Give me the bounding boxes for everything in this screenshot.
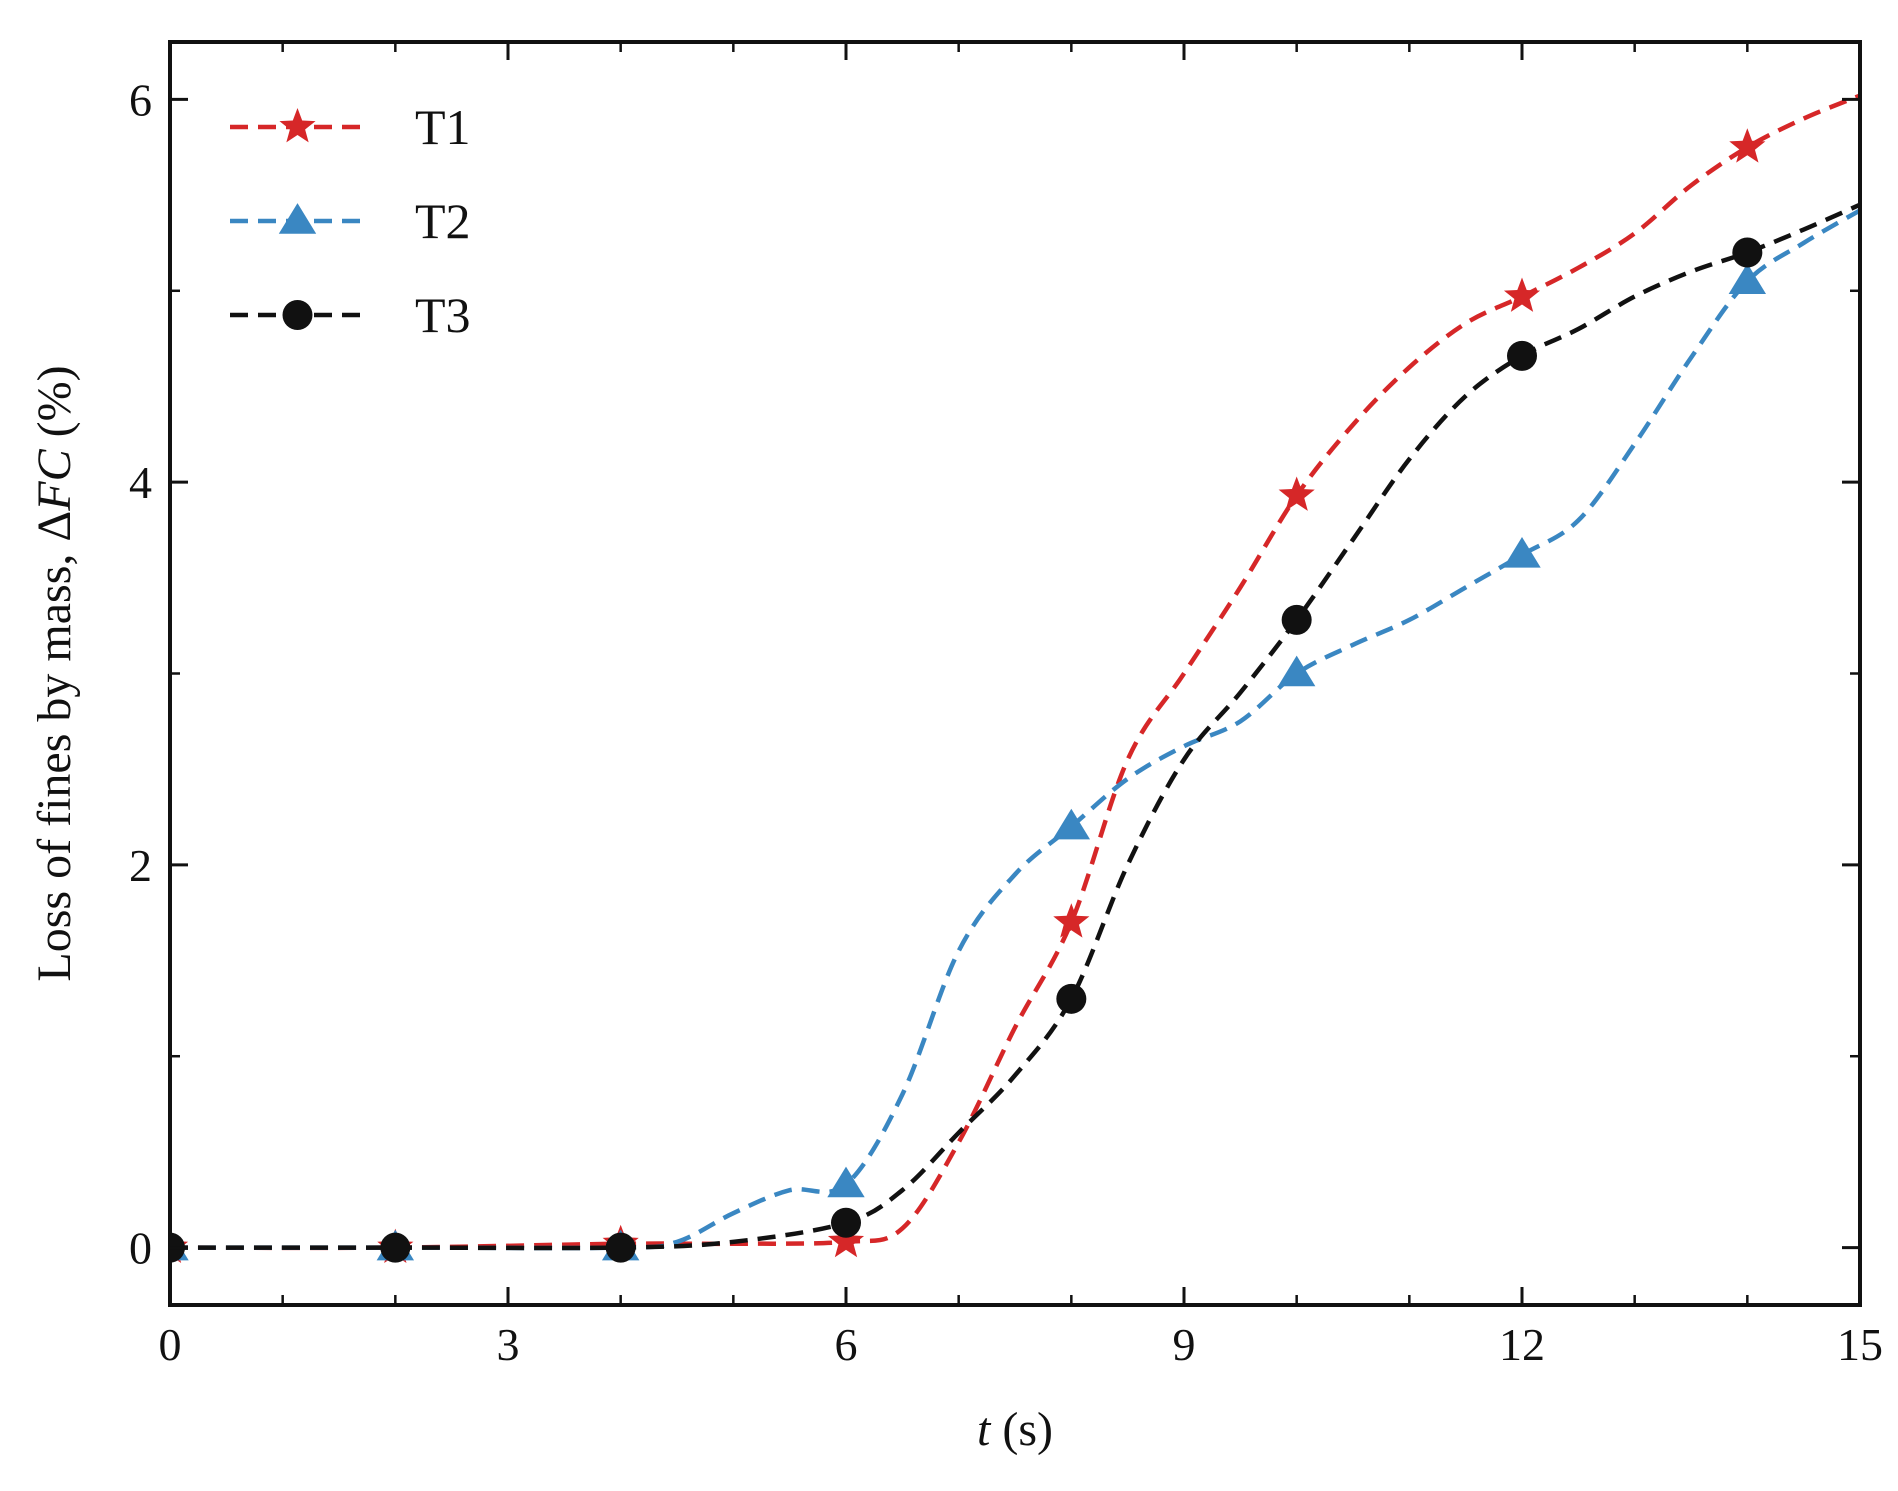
point-t1-7 [1729,128,1766,163]
point-t2-4 [1052,808,1091,840]
legend: T1 T2 T3 [230,99,471,343]
point-t1-5 [1278,476,1315,511]
point-t2-7 [1728,263,1767,294]
y-tick-label-3: 6 [129,74,152,125]
point-t3-6 [1507,340,1537,371]
point-t1-3 [827,1222,865,1258]
x-tick-label-3: 9 [1173,1319,1196,1370]
legend-marker-t3 [282,300,313,330]
point-t3-7 [1732,237,1763,268]
series-line-t3 [170,202,1860,1251]
x-axis-label: t (s) [977,1403,1053,1456]
legend-label-t2: T2 [415,193,471,249]
x-tick-label-2: 6 [835,1319,858,1370]
legend-marker-t1 [279,108,316,143]
point-t3-1 [380,1232,411,1263]
series-layer [170,93,1860,1263]
x-tick-label-5: 15 [1837,1319,1883,1370]
series-t3 [170,202,1860,1263]
x-tick-label-4: 12 [1499,1319,1545,1370]
series-t2 [170,208,1860,1261]
point-t1-4 [1053,903,1090,938]
y-axis-label-text: Loss of fines by mass, [28,542,81,982]
series-t1 [170,93,1860,1263]
point-t3-2 [605,1232,636,1263]
y-tick-label-2: 4 [129,457,152,508]
x-tick-label-0: 0 [159,1319,182,1370]
y-axis-label-var: FC [28,448,81,511]
point-t3-3 [831,1207,861,1238]
point-t3-4 [1056,983,1087,1014]
y-axis-label-unit: (%) [28,365,81,449]
point-t2-6 [1503,537,1541,568]
point-t1-6 [1503,277,1541,312]
axis-labels: t (s) Loss of fines by mass, ΔFC (%) [28,365,1053,1456]
y-axis-label: Loss of fines by mass, ΔFC (%) [28,365,81,981]
legend-label-t3: T3 [415,287,471,343]
x-tick-label-1: 3 [497,1319,520,1370]
y-tick-label-1: 2 [129,840,152,891]
x-axis-label-unit: (s) [990,1403,1053,1456]
legend-marker-t2 [278,203,317,234]
axes-layer: 0 3 6 9 12 15 0 2 4 6 [129,40,1883,1370]
point-t2-5 [1277,655,1316,687]
point-t2-3 [827,1166,865,1198]
series-line-t2 [170,208,1860,1251]
y-tick-label-0: 0 [129,1223,152,1274]
x-axis-label-var: t [977,1403,992,1456]
point-t3-5 [1281,604,1312,635]
legend-label-t1: T1 [415,99,471,155]
y-axis-label-delta: Δ [28,511,81,542]
